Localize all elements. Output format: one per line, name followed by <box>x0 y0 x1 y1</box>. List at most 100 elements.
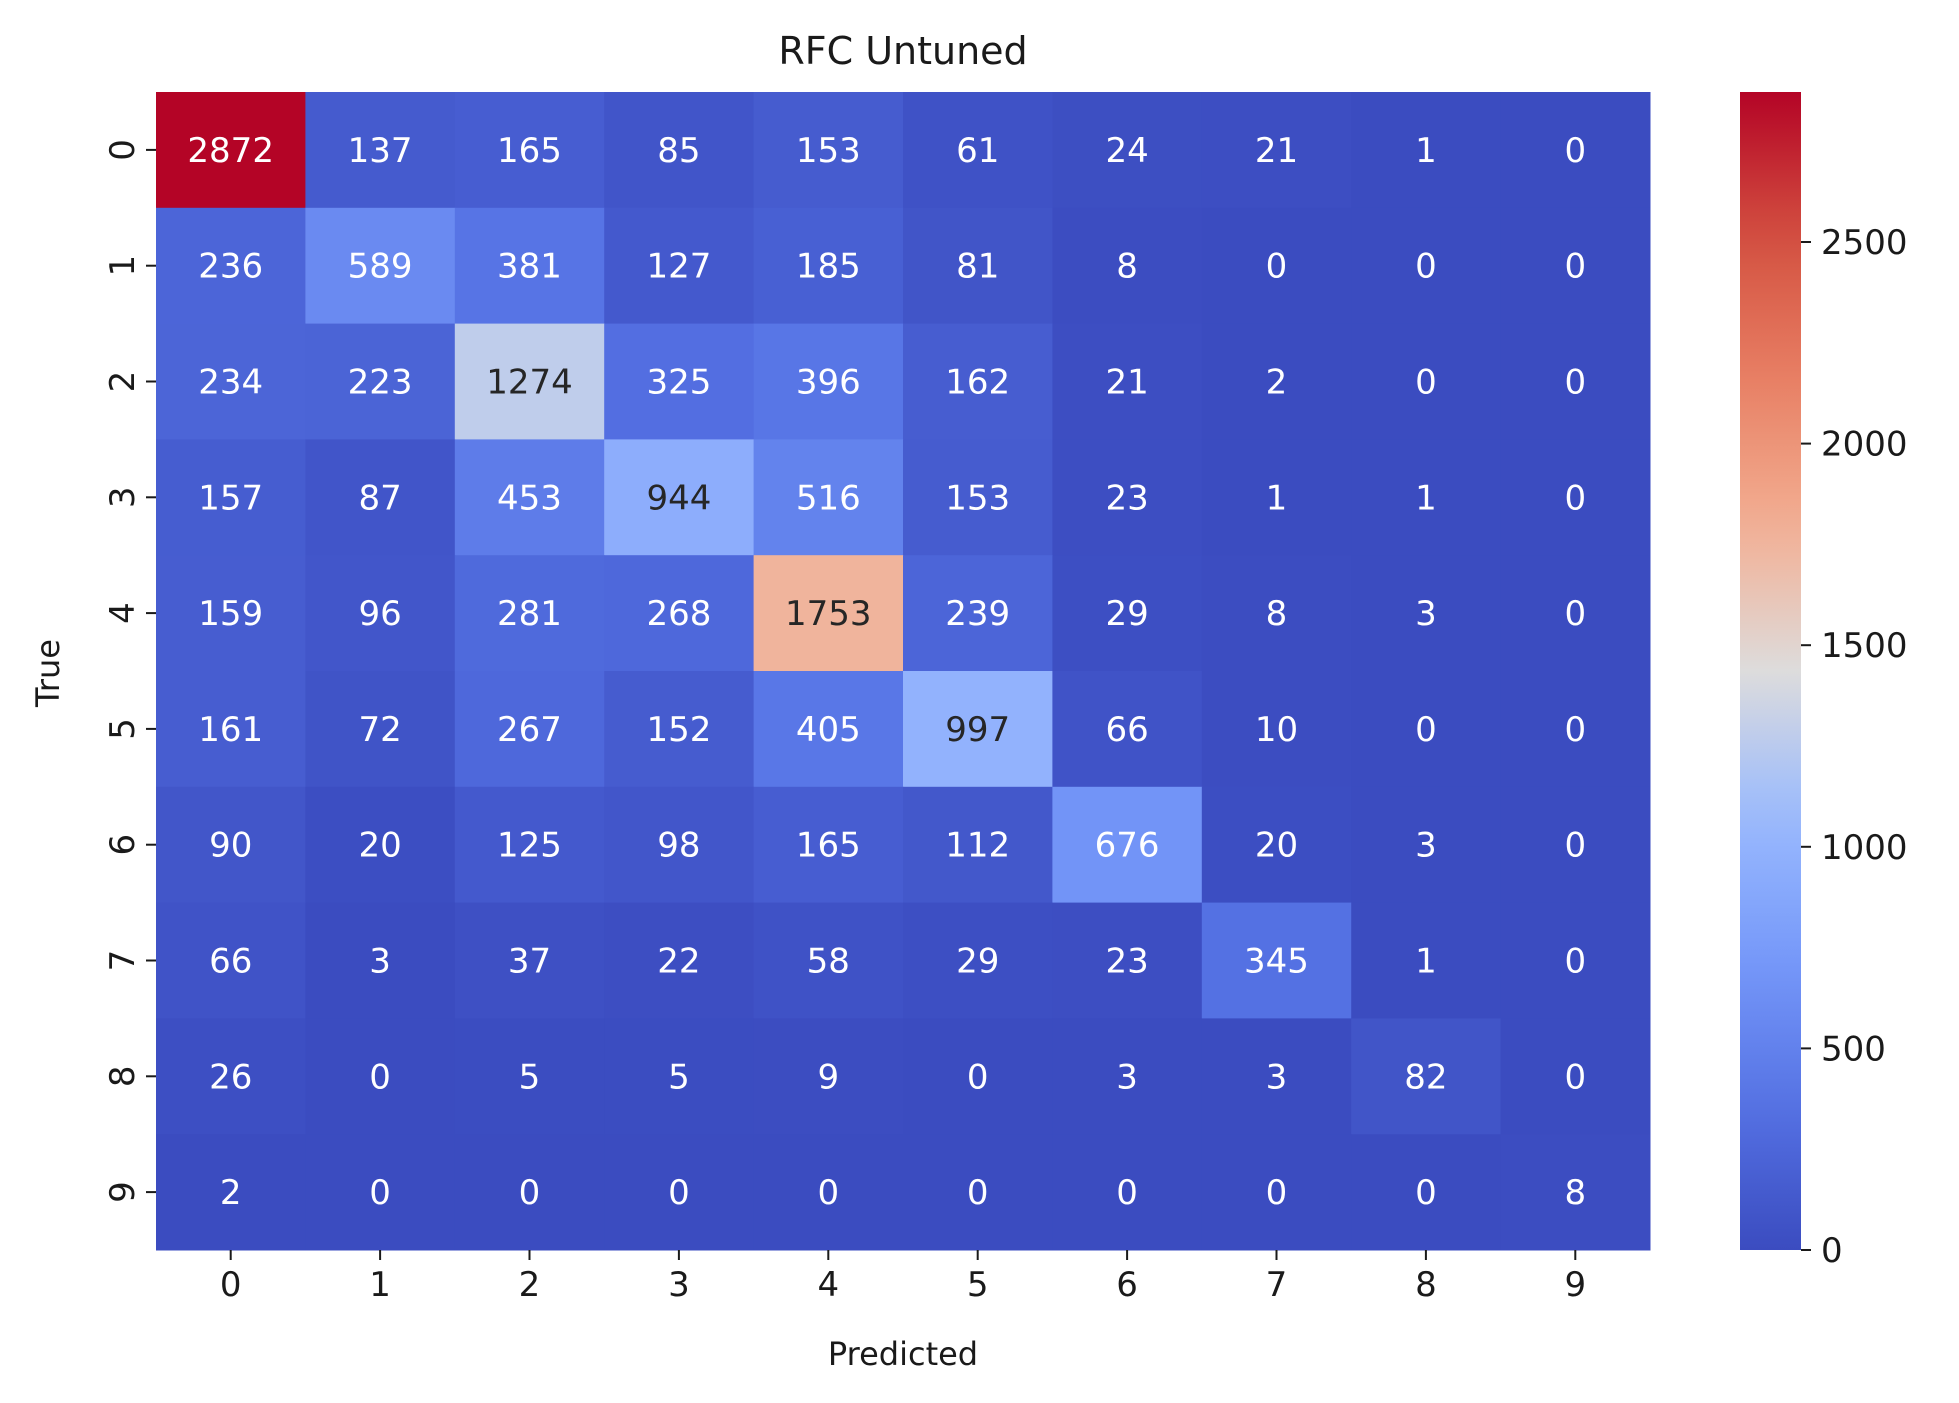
cell-value-label: 5 <box>519 1057 541 1097</box>
cell-value-label: 153 <box>945 478 1010 518</box>
cell-value-label: 0 <box>1564 826 1586 866</box>
y-tick-label: 5 <box>103 718 143 740</box>
y-axis-label: True <box>29 639 67 708</box>
cell-value-label: 5 <box>668 1057 690 1097</box>
heatmap-cell <box>1052 555 1203 672</box>
cell-value-label: 0 <box>1415 247 1437 287</box>
heatmap-cell <box>156 902 306 1019</box>
y-axis: 0 1 2 3 4 5 6 7 8 9 <box>103 139 156 1203</box>
heatmap-cell <box>1052 786 1203 904</box>
heatmap-cell <box>903 902 1053 1019</box>
cell-value-label: 0 <box>1564 131 1586 171</box>
heatmap-cell <box>1351 555 1502 672</box>
cell-value-label: 453 <box>497 478 562 518</box>
heatmap-cell <box>604 323 755 440</box>
heatmap-cell <box>305 439 456 556</box>
y-tick-label: 3 <box>103 486 143 508</box>
heatmap-cell <box>454 671 605 788</box>
cell-value-label: 112 <box>945 826 1010 866</box>
heatmap-cell <box>1201 1018 1352 1135</box>
heatmap-cell <box>604 207 755 325</box>
y-tick-label: 2 <box>103 371 143 393</box>
cell-value-label: 1 <box>1415 131 1437 171</box>
cell-value-label: 90 <box>209 826 252 866</box>
cell-value-label: 0 <box>1564 363 1586 403</box>
heatmap-cell <box>1351 323 1502 440</box>
cell-value-label: 3 <box>1266 1057 1288 1097</box>
heatmap-cell <box>1351 439 1502 556</box>
heatmap-cell <box>305 1018 456 1135</box>
cell-value-label: 20 <box>1255 826 1298 866</box>
heatmap-cell <box>1351 902 1502 1019</box>
cell-value-label: 0 <box>1564 594 1586 634</box>
heatmap-cell <box>156 1134 306 1251</box>
heatmap-cell <box>1201 1134 1352 1251</box>
colorbar-tick-label: 1500 <box>1821 626 1908 666</box>
cell-value-label: 2872 <box>187 131 274 171</box>
cell-value-label: 1 <box>1415 942 1437 982</box>
cell-value-label: 234 <box>198 363 263 403</box>
heatmap-cell <box>753 323 904 440</box>
x-tick-label: 8 <box>1415 1265 1437 1305</box>
x-axis-label: Predicted <box>828 1335 978 1373</box>
heatmap-cell <box>1500 1134 1651 1251</box>
colorbar-ticks: 0 500 1000 1500 2000 2500 <box>1801 223 1908 1271</box>
heatmap-cell <box>1052 439 1203 556</box>
cell-value-label: 165 <box>796 826 861 866</box>
colorbar-tick-label: 2000 <box>1821 425 1908 465</box>
cell-value-label: 127 <box>646 247 711 287</box>
heatmap-cell <box>305 92 456 209</box>
heatmap-cell <box>454 323 605 440</box>
heatmap-cell <box>454 207 605 325</box>
cell-value-label: 381 <box>497 247 562 287</box>
cell-value-label: 223 <box>348 363 413 403</box>
heatmap-cell <box>1351 671 1502 788</box>
x-axis: 0 1 2 3 4 5 6 7 8 9 <box>220 1250 1586 1305</box>
cell-value-label: 944 <box>646 478 711 518</box>
heatmap-cell <box>1052 1018 1203 1135</box>
cell-value-label: 21 <box>1255 131 1298 171</box>
heatmap-cell <box>753 786 904 904</box>
cell-value-label: 0 <box>817 1173 839 1213</box>
cell-value-label: 26 <box>209 1057 252 1097</box>
x-tick-label: 1 <box>369 1265 391 1305</box>
cell-value-label: 0 <box>1564 1057 1586 1097</box>
heatmap-cell <box>903 671 1053 788</box>
cell-value-label: 0 <box>668 1173 690 1213</box>
colorbar-tick-label: 500 <box>1821 1029 1886 1069</box>
cell-value-label: 0 <box>1564 710 1586 750</box>
heatmap-cell <box>1351 1018 1502 1135</box>
cell-value-label: 405 <box>796 710 861 750</box>
heatmap-cell <box>903 92 1053 209</box>
heatmap-cell <box>604 1018 755 1135</box>
y-tick-label: 7 <box>103 950 143 972</box>
cell-value-label: 345 <box>1244 942 1309 982</box>
cell-value-label: 23 <box>1105 942 1148 982</box>
cell-value-label: 0 <box>1266 247 1288 287</box>
cell-value-label: 236 <box>198 247 263 287</box>
cell-value-label: 10 <box>1255 710 1298 750</box>
heatmap-cell <box>454 902 605 1019</box>
heatmap-cell <box>604 902 755 1019</box>
cell-value-label: 24 <box>1105 131 1148 171</box>
cell-value-label: 676 <box>1095 826 1160 866</box>
heatmap-cell <box>1500 323 1651 440</box>
x-tick-label: 9 <box>1564 1265 1586 1305</box>
y-tick-label: 9 <box>103 1181 143 1203</box>
cell-value-label: 157 <box>198 478 263 518</box>
x-tick-label: 0 <box>220 1265 242 1305</box>
heatmap-cell <box>1201 92 1352 209</box>
cell-value-label: 81 <box>956 247 999 287</box>
heatmap-cell <box>305 902 456 1019</box>
heatmap-cell <box>156 555 306 672</box>
heatmap-cell <box>604 92 755 209</box>
cell-value-label: 96 <box>358 594 401 634</box>
colorbar <box>1740 92 1801 1250</box>
y-tick-label: 8 <box>103 1065 143 1087</box>
heatmap-cell <box>1052 323 1203 440</box>
cell-value-label: 0 <box>967 1057 989 1097</box>
heatmap-cell <box>903 786 1053 904</box>
cell-value-label: 85 <box>657 131 700 171</box>
y-tick-label: 4 <box>103 602 143 624</box>
